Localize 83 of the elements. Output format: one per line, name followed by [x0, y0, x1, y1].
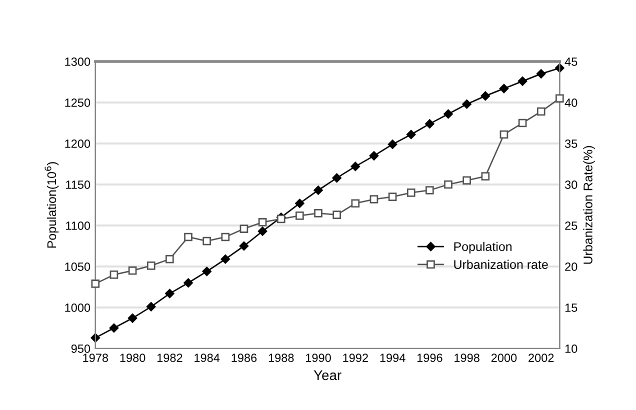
point — [556, 94, 564, 103]
point — [370, 195, 378, 204]
point — [146, 302, 156, 312]
x-tick-label: 1980 — [120, 354, 146, 362]
point — [480, 91, 490, 101]
x-tick-label: 1990 — [306, 354, 331, 362]
x-tick-label: 1994 — [380, 354, 406, 362]
point — [295, 198, 304, 208]
y2-tick-label: 25 — [565, 222, 578, 230]
point — [518, 118, 527, 128]
y2-tick-label: 30 — [564, 180, 578, 189]
point — [406, 130, 416, 140]
y2-tick-label: 10 — [565, 344, 578, 353]
point — [240, 224, 248, 233]
point — [462, 100, 472, 109]
point — [296, 211, 304, 220]
point — [426, 186, 434, 194]
point — [202, 236, 211, 246]
point — [221, 232, 230, 242]
point — [258, 226, 268, 236]
x-tick-label: 1992 — [343, 354, 368, 362]
point — [536, 69, 546, 78]
point — [425, 119, 434, 128]
y-tick-label: 1150 — [66, 180, 90, 189]
x-tick-label: 1984 — [194, 354, 220, 362]
x-tick-label: 1988 — [268, 354, 294, 362]
y2-tick-label: 20 — [565, 262, 578, 271]
y2-tick-label: 45 — [564, 58, 578, 66]
x-tick-label: 1978 — [83, 354, 108, 362]
y-tick-label: 1000 — [65, 304, 90, 312]
point — [406, 188, 416, 197]
point — [481, 172, 490, 180]
point — [239, 241, 249, 251]
x-tick-label: 2000 — [491, 354, 517, 362]
x-tick-label: 1998 — [454, 354, 480, 362]
point — [332, 210, 341, 220]
point — [462, 176, 471, 185]
point — [351, 199, 360, 208]
point — [165, 288, 174, 298]
point — [444, 109, 453, 119]
y-tick-label: 1250 — [65, 98, 90, 107]
x-tick-label: 1986 — [232, 354, 257, 362]
point — [184, 232, 192, 242]
point — [500, 130, 508, 139]
point — [350, 162, 360, 172]
point — [499, 84, 509, 94]
point — [314, 186, 323, 195]
y2-axis-title: Urbanization Rate(%) — [583, 146, 595, 264]
point — [110, 270, 118, 279]
point — [128, 266, 137, 275]
point — [184, 278, 193, 288]
y-tick-label: 1100 — [66, 222, 90, 230]
point — [220, 254, 230, 264]
y2-tick-label: 35 — [564, 140, 578, 148]
point — [128, 314, 138, 323]
y-tick-label: 1050 — [65, 262, 90, 271]
point — [91, 280, 100, 288]
legend-label: Urbanization rate — [454, 260, 548, 269]
point — [536, 107, 546, 116]
y2-tick-label: 15 — [565, 304, 578, 312]
point — [109, 323, 119, 333]
y-tick-label: 950 — [71, 344, 90, 353]
y-axis-title: Population(10$^{6}$) — [44, 162, 59, 248]
point — [166, 254, 174, 264]
point — [314, 209, 322, 218]
x-tick-label: 1996 — [417, 354, 442, 362]
point — [276, 214, 286, 224]
point — [518, 76, 528, 86]
y-tick-label: 1200 — [65, 140, 90, 148]
point — [258, 218, 267, 226]
legend-label: Population — [454, 242, 512, 254]
point — [146, 262, 156, 270]
x-tick-label: 2002 — [528, 354, 554, 362]
y-tick-label: 1300 — [65, 58, 90, 66]
point — [202, 266, 212, 276]
point — [388, 140, 398, 149]
x-tick-label: 1982 — [157, 354, 182, 362]
point — [388, 192, 397, 201]
y2-tick-label: 40 — [564, 98, 578, 107]
point — [332, 173, 342, 183]
point — [444, 180, 452, 189]
x-axis-title: Year — [314, 370, 342, 380]
point — [369, 151, 379, 160]
